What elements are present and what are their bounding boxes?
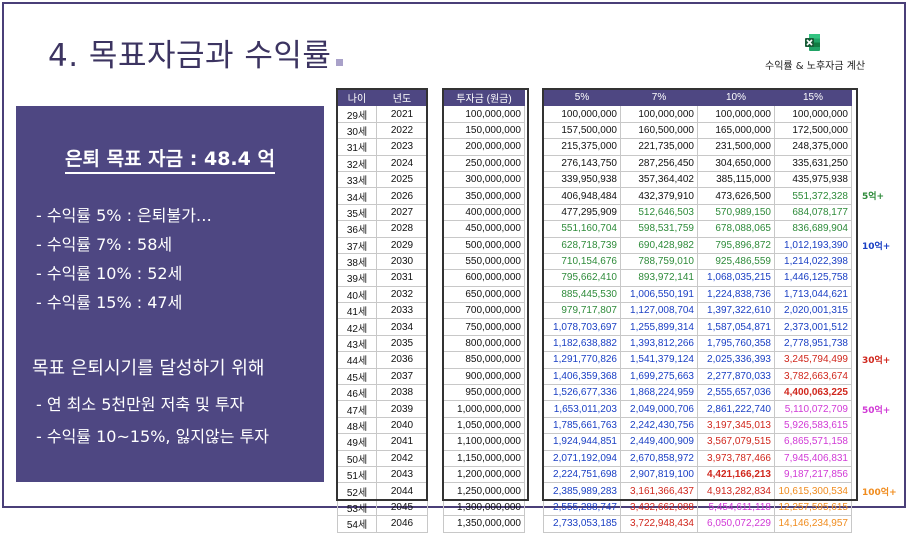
return-table: 5% 7% 10% 15% 100,000,000 100,000,000 100,…	[543, 88, 852, 533]
table-row: 1,078,703,697 1,255,899,314 1,587,054,871 2…	[543, 318, 852, 336]
principal-cell: 1,350,000,000	[443, 515, 525, 533]
milestone-label: 50억+	[862, 405, 891, 416]
table-row: 47세 2039	[337, 400, 428, 418]
table-row: 157,500,000 160,500,000 165,000,000 172,500…	[543, 121, 852, 140]
table-row: 50세 2042	[337, 449, 428, 467]
table-row: 1,785,661,763 2,242,430,756 3,197,345,013 5…	[543, 416, 852, 435]
table-row: 339,950,938 357,364,402 385,115,000 435,975…	[543, 170, 852, 189]
table-row: 51세 2043	[337, 465, 428, 484]
return-table-border	[542, 88, 858, 501]
return-cell: 6,050,072,229	[697, 515, 775, 533]
table-row: 1,182,638,882 1,393,812,266 1,795,760,358 2…	[543, 334, 852, 353]
return-cell: 14,146,234,957	[774, 515, 852, 533]
return-cell: 3,432,662,088	[620, 498, 698, 517]
excel-icon	[805, 34, 820, 51]
table-row: 2,071,192,094 2,670,858,972 3,973,787,466 7…	[543, 449, 852, 467]
table-row: 406,948,484 432,379,910 473,626,500 551,372…	[543, 187, 852, 205]
table-row: 276,143,750 287,256,450 304,650,000 335,631…	[543, 154, 852, 172]
table-row: 1,291,770,826 1,541,379,124 2,025,336,393 3…	[543, 351, 852, 369]
table-row: 477,295,909 512,646,503 570,989,150 684,078…	[543, 203, 852, 222]
table-row: 35세 2027	[337, 203, 428, 222]
rate-line: - 수익률 7% : 58세	[36, 235, 173, 254]
return-cell: 3,722,948,434	[620, 515, 698, 533]
year-cell: 2046	[376, 515, 428, 533]
table-row: 42세 2034	[337, 318, 428, 336]
age-year-table-border	[336, 88, 428, 501]
table-row: 1,526,677,336 1,868,224,959 2,555,657,036 4…	[543, 384, 852, 402]
rate-line: - 수익률 5% : 은퇴불가…	[36, 206, 212, 225]
return-cell: 5,454,611,118	[697, 498, 775, 517]
return-cell: 4,400,063,225	[774, 384, 852, 402]
milestone-label: 30억+	[862, 356, 891, 367]
principal-cell: 1,300,000,000	[443, 498, 525, 517]
rate-line: - 수익률 10% : 52세	[36, 264, 183, 283]
strategy-heading: 목표 은퇴시기를 달성하기 위해	[32, 358, 265, 379]
table-row: 53세 2045	[337, 498, 428, 517]
page-title: 4. 목표자금과 수익률	[48, 30, 344, 75]
title-dot	[336, 59, 344, 66]
table-row: 885,445,530 1,006,550,191 1,224,838,736 1,7…	[543, 285, 852, 304]
milestone-label: 10억+	[862, 241, 891, 252]
table-row: 2,555,288,747 3,432,662,088 5,454,611,118 1…	[543, 498, 852, 517]
table-row: 29세 2021	[337, 105, 428, 123]
return-cell: 2,555,288,747	[543, 498, 621, 517]
subtitle: 수익률 & 노후자금 계산	[765, 61, 866, 72]
table-row: 628,718,739 690,428,982 795,896,872 1,012,1…	[543, 236, 852, 254]
table-row: 1,300,000,000	[443, 498, 525, 517]
header-age: 나이	[337, 88, 377, 107]
summary-panel: 은퇴 목표 자금 : 48.4 억 - 수익률 5% : 은퇴불가… - 수익률…	[16, 106, 324, 482]
table-row: 39세 2031	[337, 269, 428, 287]
age-cell: 54세	[337, 515, 377, 533]
year-cell: 2045	[376, 498, 428, 517]
rate-line: - 수익률 15% : 47세	[36, 293, 183, 312]
table-row: 551,160,704 598,531,759 678,088,065 836,689…	[543, 220, 852, 238]
return-cell: 12,257,595,615	[774, 498, 852, 517]
table-row: 30세 2022	[337, 121, 428, 140]
table-row: 40세 2032	[337, 285, 428, 304]
return-cell: 2,733,053,185	[543, 515, 621, 533]
header-10pct: 10%	[697, 88, 775, 107]
table-row: 2,733,053,185 3,722,948,434 6,050,072,229 1…	[543, 515, 852, 533]
table-row: 2,385,989,283 3,161,366,437 4,913,282,834 1…	[543, 482, 852, 500]
table-row: 1,406,359,368 1,699,275,663 2,277,870,033 3…	[543, 367, 852, 386]
table-row: 54세 2046	[337, 515, 428, 533]
table-row: 1,350,000,000	[443, 515, 525, 533]
age-cell: 53세	[337, 498, 377, 517]
table-row: 100,000,000 100,000,000 100,000,000 100,000…	[543, 105, 852, 123]
age-year-table: 나이 년도 29세 2021 30세 2022 31세 2023 32세 2024 33세 202…	[337, 88, 428, 533]
strategy-item: - 연 최소 5천만원 저축 및 투자	[36, 395, 245, 414]
milestone-label: 5억+	[862, 192, 885, 203]
goal-title: 은퇴 목표 자금 : 48.4 억	[16, 144, 324, 174]
table-row: 36세 2028	[337, 220, 428, 238]
strategy-item: - 수익률 10~15%, 잃지않는 투자	[36, 427, 270, 446]
table-row: 34세 2026	[337, 187, 428, 205]
principal-table-border	[442, 88, 529, 501]
milestone-label: 100억+	[862, 487, 897, 498]
table-row: 1,924,944,851 2,449,400,909 3,567,079,515 6…	[543, 433, 852, 451]
